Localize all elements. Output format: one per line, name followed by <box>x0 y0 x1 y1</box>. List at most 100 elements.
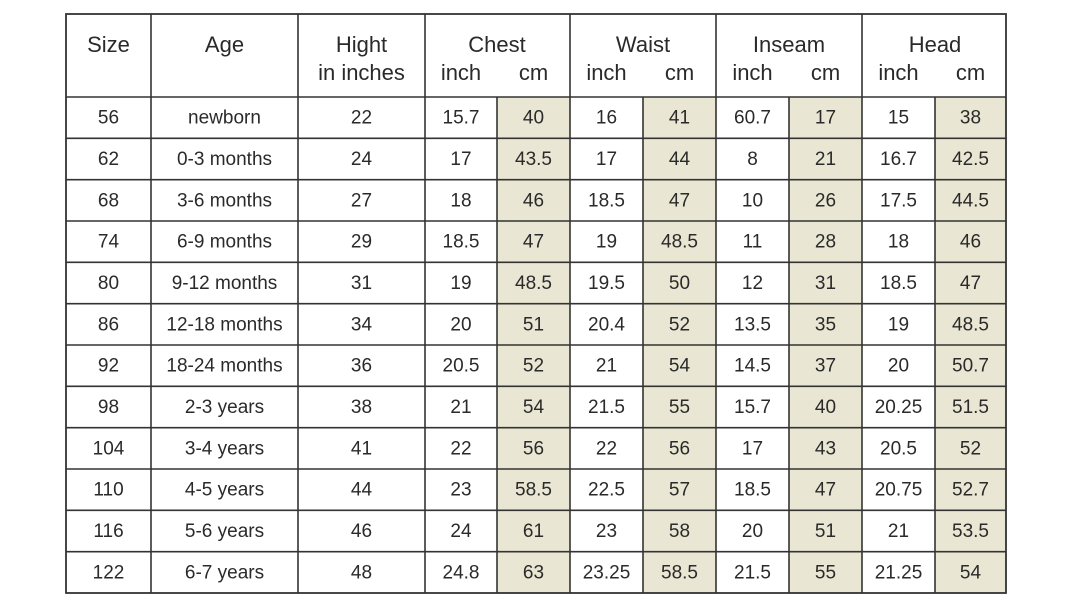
table-cell: 0-3 months <box>177 149 272 170</box>
table-cell: 19.5 <box>588 273 625 294</box>
table-cell: 21 <box>888 521 909 542</box>
table-cell: 4-5 years <box>185 480 264 501</box>
table-cell: 11 <box>743 232 763 253</box>
table-cell: 18 <box>450 190 471 211</box>
table-cell: 22.5 <box>588 480 625 501</box>
table-cell: 36 <box>351 356 372 377</box>
table-cell: 46 <box>523 190 544 211</box>
table-cell: 12 <box>742 273 763 294</box>
table-cell: 3-6 months <box>177 190 272 211</box>
table-cell: 62 <box>98 149 119 170</box>
table-cell: 48 <box>351 562 372 583</box>
table-cell: 46 <box>351 521 372 542</box>
table-cell: 104 <box>93 438 125 459</box>
table-cell: 13.5 <box>734 314 771 335</box>
unit-header: cm <box>665 60 694 85</box>
table-cell: 48.5 <box>952 314 989 335</box>
table-cell: 22 <box>596 438 617 459</box>
table-cell: 23.25 <box>583 562 631 583</box>
table-cell: 18.5 <box>443 232 480 253</box>
table-cell: 3-4 years <box>185 438 264 459</box>
table-cell: 48.5 <box>661 232 698 253</box>
table-cell: 24 <box>450 521 472 542</box>
table-cell: 42.5 <box>952 149 989 170</box>
group-header: Waist <box>616 32 670 57</box>
group-header: Chest <box>468 32 525 57</box>
table-cell: 31 <box>815 273 836 294</box>
table-cell: 47 <box>815 480 836 501</box>
header-cell: Size <box>87 32 130 57</box>
table-cell: 56 <box>669 438 690 459</box>
table-cell: 23 <box>596 521 617 542</box>
table-cell: 20.4 <box>588 314 625 335</box>
table-cell: 28 <box>815 232 836 253</box>
table-cell: 22 <box>450 438 471 459</box>
table-cell: 74 <box>98 232 120 253</box>
table-cell: 51 <box>815 521 836 542</box>
table-cell: 47 <box>669 190 690 211</box>
table-cell: 52.7 <box>952 480 989 501</box>
table-cell: 16 <box>596 108 617 129</box>
table-cell: 31 <box>351 273 372 294</box>
table-cell: 18.5 <box>588 190 625 211</box>
table-cell: 17 <box>742 438 763 459</box>
table-cell: 60.7 <box>734 108 771 129</box>
table-cell: 58.5 <box>661 562 698 583</box>
table-cell: 41 <box>669 108 690 129</box>
table-cell: 50.7 <box>952 356 989 377</box>
table-cell: 44.5 <box>952 190 989 211</box>
table-cell: 10 <box>742 190 763 211</box>
table-cell: 56 <box>98 108 119 129</box>
table-cell: 27 <box>351 190 372 211</box>
group-header: Inseam <box>753 32 825 57</box>
table-cell: 63 <box>523 562 544 583</box>
table-cell: 43 <box>815 438 836 459</box>
table-cell: 57 <box>669 480 690 501</box>
table-cell: 17 <box>450 149 471 170</box>
table-cell: 47 <box>523 232 544 253</box>
table-cell: 37 <box>815 356 836 377</box>
table-cell: 15 <box>888 108 909 129</box>
table-cell: 24 <box>351 149 373 170</box>
table-cell: 68 <box>98 190 119 211</box>
table-cell: 52 <box>669 314 690 335</box>
header-cell: Age <box>205 32 244 57</box>
table-cell: 47 <box>960 273 981 294</box>
table-cell: 20 <box>450 314 471 335</box>
table-cell: 15.7 <box>443 108 480 129</box>
table-cell: 56 <box>523 438 544 459</box>
table-cell: 24.8 <box>443 562 480 583</box>
table-cell: newborn <box>188 108 261 129</box>
table-cell: 98 <box>98 397 119 418</box>
table-cell: 20.25 <box>875 397 923 418</box>
table-cell: 44 <box>351 480 373 501</box>
table-cell: 16.7 <box>880 149 917 170</box>
table-cell: 19 <box>596 232 617 253</box>
table-cell: 43.5 <box>515 149 552 170</box>
header-cell: Hight <box>336 32 387 57</box>
table-cell: 17 <box>815 108 836 129</box>
table-cell: 21 <box>815 149 836 170</box>
table-cell: 26 <box>815 190 836 211</box>
table-cell: 20.5 <box>443 356 480 377</box>
table-cell: 58 <box>669 521 690 542</box>
table-cell: 58.5 <box>515 480 552 501</box>
table-cell: 19 <box>450 273 471 294</box>
table-cell: 18.5 <box>880 273 917 294</box>
table-cell: 122 <box>93 562 125 583</box>
table-cell: 6-7 years <box>185 562 264 583</box>
table-cell: 23 <box>450 480 471 501</box>
unit-header: cm <box>956 60 985 85</box>
table-cell: 19 <box>888 314 909 335</box>
table-cell: 61 <box>523 521 544 542</box>
table-cell: 54 <box>960 562 982 583</box>
table-cell: 41 <box>351 438 372 459</box>
table-cell: 21.25 <box>875 562 923 583</box>
table-cell: 34 <box>351 314 373 335</box>
table-cell: 55 <box>669 397 690 418</box>
table-cell: 18-24 months <box>166 356 282 377</box>
unit-header: cm <box>519 60 548 85</box>
table-cell: 29 <box>351 232 372 253</box>
unit-header: inch <box>878 60 918 85</box>
